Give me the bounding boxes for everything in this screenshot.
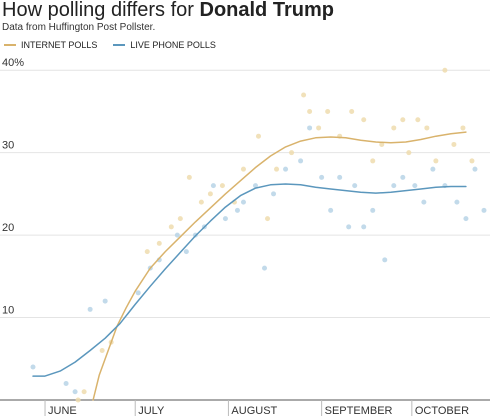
internet-poll-point — [265, 216, 271, 222]
x-tick-labels: JUNE JULY AUGUST SEPTEMBER OCTOBER — [44, 400, 469, 417]
x-tick-label: JULY — [138, 405, 165, 417]
phone-poll-point — [283, 166, 289, 172]
internet-poll-point — [415, 117, 421, 123]
phone-poll-point — [234, 207, 240, 213]
phone-poll-point — [382, 257, 388, 263]
phone-poll-point — [210, 183, 216, 189]
internet-poll-point — [406, 150, 412, 156]
legend: INTERNET POLLS LIVE PHONE POLLS — [4, 40, 232, 50]
phone-poll-point — [252, 183, 258, 189]
poll-points — [30, 67, 487, 403]
phone-poll-point — [346, 224, 352, 230]
internet-poll-point — [379, 141, 385, 147]
chart-subtitle: Data from Huffington Post Pollster. — [2, 22, 156, 33]
phone-poll-point — [135, 290, 141, 296]
internet-poll-point — [156, 240, 162, 246]
phone-poll-point — [262, 265, 268, 271]
legend-item-internet: INTERNET POLLS — [4, 40, 97, 50]
internet-poll-point — [451, 141, 457, 147]
phone-poll-point — [63, 381, 69, 387]
internet-poll-point — [301, 92, 307, 98]
phone-poll-point — [361, 224, 367, 230]
legend-item-phone: LIVE PHONE POLLS — [113, 40, 216, 50]
phone-poll-point — [102, 298, 108, 304]
x-tick-label: SEPTEMBER — [325, 405, 393, 417]
chart-title: How polling differs for Donald Trump — [2, 0, 334, 22]
internet-poll-point — [307, 108, 313, 114]
x-tick-label: JUNE — [48, 405, 77, 417]
phone-poll-point — [430, 166, 436, 172]
internet-poll-point — [316, 125, 322, 131]
internet-poll-point — [274, 166, 280, 172]
phone-poll-point — [421, 199, 427, 205]
phone-poll-point — [240, 199, 246, 205]
internet-poll-point — [99, 348, 105, 354]
internet-poll-point — [289, 150, 295, 156]
x-tick-label: AUGUST — [231, 405, 277, 417]
internet-poll-point — [391, 125, 397, 131]
phone-poll-point — [298, 158, 304, 164]
internet-poll-point — [186, 174, 192, 180]
legend-label-internet: INTERNET POLLS — [21, 40, 98, 50]
phone-poll-point — [328, 207, 334, 213]
title-bold: Donald Trump — [199, 0, 334, 21]
internet-poll-point — [424, 125, 430, 131]
internet-poll-point — [400, 117, 406, 123]
legend-label-phone: LIVE PHONE POLLS — [130, 40, 216, 50]
phone-poll-point — [463, 216, 469, 222]
y-tick-label: 40% — [2, 57, 24, 69]
internet-poll-point — [442, 67, 448, 73]
y-tick-label: 20 — [2, 222, 14, 234]
y-tick-label: 30 — [2, 140, 14, 152]
internet-poll-point — [207, 191, 213, 197]
internet-poll-point — [325, 108, 331, 114]
phone-poll-point — [412, 183, 418, 189]
phone-poll-point — [183, 249, 189, 255]
phone-poll-point — [174, 232, 180, 238]
y-tick-label: 10 — [2, 305, 14, 317]
phone-poll-point — [481, 207, 487, 213]
phone-poll-point — [30, 364, 36, 370]
phone-poll-point — [400, 174, 406, 180]
internet-poll-point — [240, 166, 246, 172]
internet-poll-point — [370, 158, 376, 164]
phone-poll-point — [352, 183, 358, 189]
phone-poll-point — [319, 174, 325, 180]
internet-poll-point — [75, 397, 81, 403]
phone-poll-point — [72, 389, 78, 395]
internet-poll-point — [469, 158, 475, 164]
legend-swatch-phone — [113, 44, 126, 46]
internet-poll-point — [349, 108, 355, 114]
phone-poll-point — [271, 191, 277, 197]
phone-poll-point — [454, 199, 460, 205]
internet-poll-point — [460, 125, 466, 131]
title-prefix: How polling differs for — [2, 0, 200, 21]
internet-poll-point — [219, 183, 225, 189]
phone-poll-point — [222, 216, 228, 222]
phone-poll-point — [391, 183, 397, 189]
phone-poll-point — [307, 125, 313, 131]
internet-poll-point — [433, 158, 439, 164]
internet-poll-point — [144, 249, 150, 255]
phone-poll-point — [87, 306, 93, 312]
phone-poll-point — [472, 166, 478, 172]
internet-poll-point — [168, 224, 174, 230]
internet-poll-point — [361, 117, 367, 123]
trend-lines — [32, 131, 467, 401]
internet-poll-point — [198, 199, 204, 205]
phone-poll-point — [337, 174, 343, 180]
x-tick-label: OCTOBER — [415, 405, 469, 417]
phone-poll-point — [370, 207, 376, 213]
internet-polls-line — [92, 131, 467, 401]
internet-poll-point — [81, 389, 87, 395]
phone-polls-line — [32, 183, 467, 377]
y-tick-labels: 40% 30 20 10 — [2, 57, 24, 316]
legend-swatch-internet — [4, 44, 16, 46]
internet-poll-point — [177, 216, 183, 222]
internet-poll-point — [255, 133, 261, 139]
